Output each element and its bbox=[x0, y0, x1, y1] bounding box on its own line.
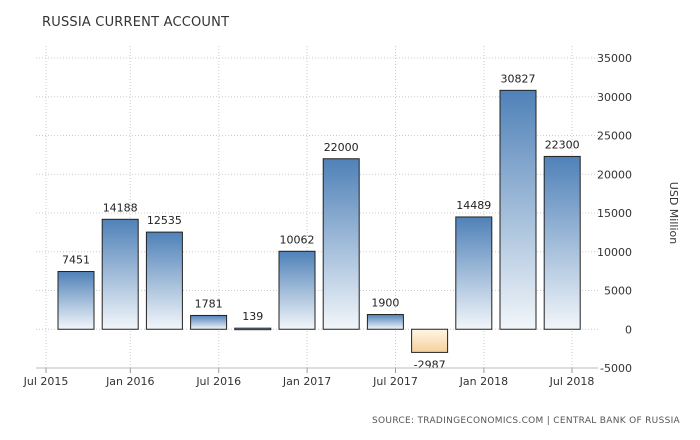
y-tick-label: -5000 bbox=[600, 362, 632, 375]
y-tick-label: 35000 bbox=[597, 52, 632, 65]
bar-11 bbox=[543, 155, 581, 330]
value-label-10: 30827 bbox=[501, 72, 536, 85]
chart-title: RUSSIA CURRENT ACCOUNT bbox=[42, 15, 230, 30]
y-tick-label: 20000 bbox=[597, 168, 632, 181]
bar-5 bbox=[278, 250, 316, 330]
value-label-6: 22000 bbox=[324, 141, 359, 154]
x-tick-label: Jan 2016 bbox=[105, 375, 154, 388]
value-label-4: 139 bbox=[242, 310, 263, 323]
axes: 35000 30000 25000 20000 15000 10000 5000 0 -5000… bbox=[23, 52, 680, 388]
bar-9 bbox=[455, 216, 493, 330]
bar-7 bbox=[366, 314, 404, 330]
x-tick-label: Jan 2018 bbox=[459, 375, 508, 388]
bar-1 bbox=[101, 218, 139, 330]
value-label-7: 1900 bbox=[371, 297, 399, 310]
value-labels: 7451 14188 12535 1781 139 10062 22000 1900 -2987… bbox=[62, 72, 580, 371]
x-tick-label: Jul 2015 bbox=[23, 375, 69, 388]
y-tick-label: 30000 bbox=[597, 91, 632, 104]
value-label-11: 22300 bbox=[545, 138, 580, 151]
x-tick-label: Jul 2016 bbox=[195, 375, 241, 388]
y-tick-label: 0 bbox=[625, 323, 632, 336]
bar-6 bbox=[322, 158, 360, 330]
bars bbox=[57, 89, 581, 353]
value-label-5: 10062 bbox=[280, 233, 315, 246]
bar-8 bbox=[411, 328, 449, 353]
bar-4 bbox=[234, 327, 272, 331]
y-tick-label: 15000 bbox=[597, 207, 632, 220]
value-label-2: 12535 bbox=[147, 214, 182, 227]
value-label-3: 1781 bbox=[195, 297, 223, 310]
value-label-1: 14188 bbox=[103, 201, 138, 214]
x-tick-label: Jul 2018 bbox=[549, 375, 595, 388]
x-tick-label: Jan 2017 bbox=[282, 375, 331, 388]
y-axis-title: USD Million bbox=[667, 182, 680, 244]
bar-0 bbox=[57, 271, 95, 330]
value-label-8: -2987 bbox=[414, 358, 446, 371]
bar-2 bbox=[145, 231, 183, 330]
y-tick-label: 25000 bbox=[597, 130, 632, 143]
x-tick-label: Jul 2017 bbox=[372, 375, 418, 388]
bar-3 bbox=[190, 314, 228, 330]
y-tick-label: 5000 bbox=[604, 285, 632, 298]
source-note: SOURCE: TRADINGECONOMICS.COM | CENTRAL B… bbox=[372, 416, 680, 426]
bar-10 bbox=[499, 89, 537, 330]
y-tick-label: 10000 bbox=[597, 246, 632, 259]
value-label-9: 14489 bbox=[456, 199, 491, 212]
value-label-0: 7451 bbox=[62, 254, 90, 267]
